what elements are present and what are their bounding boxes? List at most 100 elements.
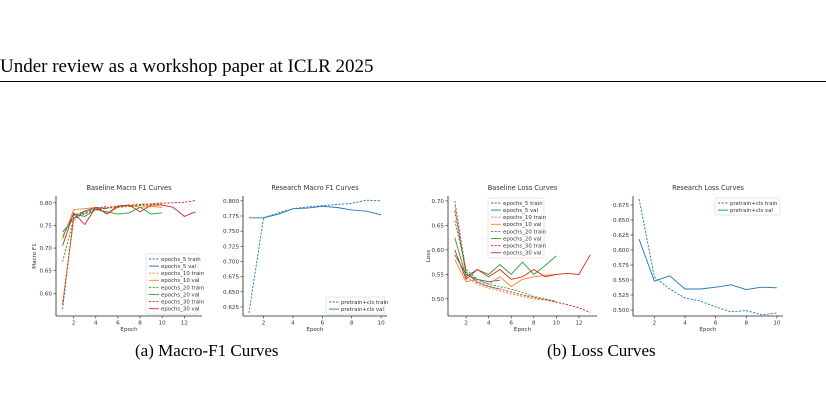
series-line [62,206,107,233]
legend-label: pretrain+cls val [730,208,773,214]
legend-box [714,197,781,216]
series-line [62,204,163,240]
legend-label: epochs_20 val [503,236,542,242]
chart-title: Research Loss Curves [672,184,744,192]
y-tick-label: 0.775 [223,214,239,220]
caption-b: (b) Loss Curves [547,341,656,360]
legend-label: epochs_20 val [161,292,200,298]
y-tick-label: 0.575 [613,263,629,269]
legend-label: epochs_10 val [503,222,542,228]
legend-label: epochs_30 val [503,251,542,257]
y-tick-label: 0.625 [223,305,239,311]
series-line [454,249,591,280]
y-tick-label: 0.625 [613,233,629,239]
series-line [454,237,557,278]
page-header: Under review as a workshop paper at ICLR… [0,56,374,77]
x-tick-label: 12 [575,321,582,327]
series-line [248,205,382,219]
legend-label: pretrain+cls train [341,300,388,306]
series-line [638,239,777,291]
x-tick-label: 6 [321,321,325,327]
x-tick-label: 10 [378,321,386,327]
series-line [454,200,500,290]
x-tick-label: 2 [72,321,76,327]
series-line [62,206,163,237]
y-tick-label: 0.80 [40,201,53,207]
legend-box [487,197,545,259]
y-tick-label: 0.650 [613,218,629,224]
y-tick-label: 0.675 [613,203,629,209]
x-axis-label: Epoch [699,327,717,333]
legend-label: epochs_10 train [503,215,546,221]
series-line [62,204,163,262]
legend-label: epochs_10 train [161,271,204,277]
series-line [638,198,777,316]
chart-title: Research Macro F1 Curves [271,184,359,192]
x-tick-label: 2 [262,321,266,327]
x-tick-label: 4 [487,321,491,327]
x-tick-label: 6 [509,321,513,327]
series-line [62,204,196,246]
series-line [454,205,557,302]
y-tick-label: 0.50 [432,297,445,303]
y-tick-label: 0.65 [40,269,53,275]
series-line [248,199,382,314]
legend-box [325,296,386,315]
y-tick-label: 0.500 [613,308,629,314]
y-tick-label: 0.525 [613,293,629,299]
x-tick-label: 6 [116,321,120,327]
y-tick-label: 0.75 [40,223,53,229]
x-tick-label: 4 [291,321,295,327]
y-tick-label: 0.70 [432,199,445,205]
x-axis-label: Epoch [120,327,138,333]
x-tick-label: 2 [464,321,468,327]
x-tick-label: 8 [350,321,354,327]
y-tick-label: 0.55 [432,272,445,278]
x-tick-label: 8 [532,321,536,327]
legend-box [145,253,199,315]
y-tick-label: 0.550 [613,278,629,284]
y-tick-label: 0.725 [223,244,239,250]
y-tick-label: 0.800 [223,199,239,205]
legend-label: epochs_20 train [503,229,546,235]
legend-label: epochs_5 val [161,264,196,270]
y-tick-label: 0.65 [432,223,445,229]
x-axis-label: Epoch [514,327,532,333]
y-tick-label: 0.70 [40,246,53,252]
legend-label: epochs_20 train [161,285,204,291]
legend-label: epochs_30 train [161,300,204,306]
x-tick-label: 8 [744,321,748,327]
x-tick-label: 6 [714,321,718,327]
legend-label: epochs_5 val [503,208,538,214]
y-tick-label: 0.675 [223,275,239,281]
x-axis-label: Epoch [306,327,324,333]
legend-label: pretrain+cls train [730,201,777,207]
chart-title: Baseline Loss Curves [488,184,558,192]
y-tick-label: 0.60 [40,291,53,297]
series-line [454,259,557,288]
x-tick-label: 8 [138,321,142,327]
chart-panel-1: Baseline Macro F1 Curves 2 4 6 8 10 12 0.60 0.65… [32,184,204,333]
chart-panel-3: Baseline Loss Curves 2 4 6 8 10 12 0.50 0.55 0.60… [426,184,597,333]
series-line [454,210,591,314]
legend-label: epochs_5 train [161,257,201,263]
y-axis-label: Macro F1 [32,243,38,269]
y-tick-label: 0.600 [613,248,629,254]
y-tick-label: 0.700 [223,259,239,265]
x-tick-label: 10 [773,321,781,327]
y-tick-label: 0.60 [432,248,445,254]
legend-label: pretrain+cls val [341,307,384,313]
x-tick-label: 4 [683,321,687,327]
chart-panel-2: Research Macro F1 Curves 2 4 6 8 10 0.625 0.650… [223,184,388,333]
header-rule [0,81,826,82]
legend-label: epochs_5 train [503,201,543,207]
y-tick-label: 0.650 [223,290,239,296]
legend-label: epochs_10 val [161,278,200,284]
x-tick-label: 12 [181,321,188,327]
chart-panel-4: Research Loss Curves 2 4 6 8 10 0.500 0.525 0.55… [613,184,783,333]
